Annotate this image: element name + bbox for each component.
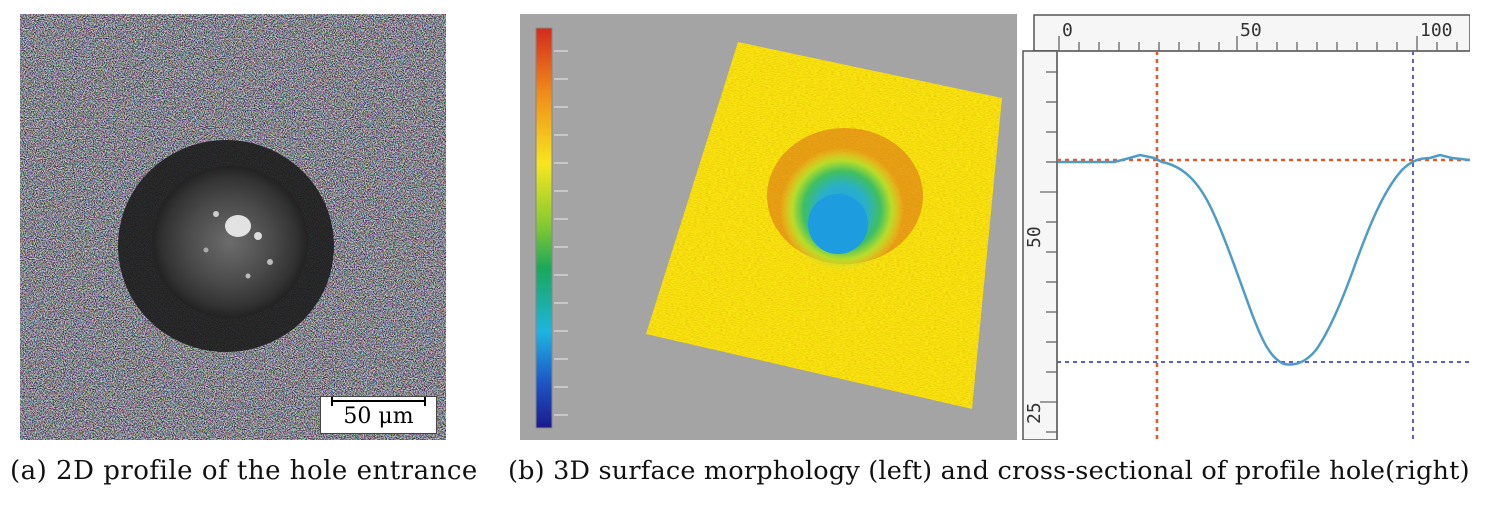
top-ruler-label-100: 100 bbox=[1420, 20, 1453, 41]
scale-bar-label: 50 μm bbox=[343, 404, 414, 429]
colorbar-ticks bbox=[554, 50, 568, 416]
cross-section-plot: 0 50 100 50 25 bbox=[1022, 14, 1470, 440]
top-ruler-label-0: 0 bbox=[1062, 20, 1073, 41]
scale-bar: 50 μm bbox=[320, 396, 437, 434]
top-ruler bbox=[1033, 14, 1470, 52]
top-ruler-label-50: 50 bbox=[1240, 20, 1262, 41]
cross-section-panel: 0 50 100 50 25 bbox=[1022, 14, 1470, 440]
left-ruler-label-25: 25 bbox=[1024, 402, 1045, 424]
caption-b: (b) 3D surface morphology (left) and cro… bbox=[508, 456, 1470, 486]
surface-3d-panel bbox=[520, 14, 1017, 440]
surface-3d-image bbox=[520, 14, 1017, 440]
hole-depth-profile bbox=[1058, 153, 1470, 366]
micrograph-image bbox=[20, 14, 446, 440]
left-ruler-label-50: 50 bbox=[1024, 226, 1045, 248]
micrograph-2d-panel: 50 μm bbox=[20, 14, 446, 440]
left-ruler bbox=[1022, 50, 1058, 440]
height-colorbar bbox=[535, 27, 553, 429]
caption-a: (a) 2D profile of the hole entrance bbox=[10, 456, 478, 486]
hole-entrance bbox=[152, 166, 308, 318]
